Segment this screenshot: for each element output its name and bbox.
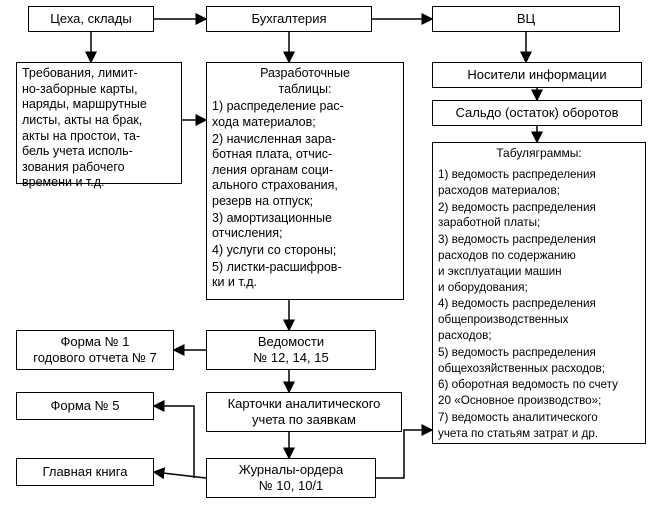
list-item: 2) начисленная зара- ботная плата, отчис… xyxy=(212,132,398,210)
text: Требования, лимит- но-заборные карты, на… xyxy=(22,66,147,191)
list-item: 6) оборотная ведомость по счету 20 «Осно… xyxy=(438,377,640,409)
list-item: 4) ведомость распределения общепроизводс… xyxy=(438,296,640,343)
label: Носители информации xyxy=(467,67,606,83)
list-item: 1) ведомость распределения расходов мате… xyxy=(438,167,640,199)
list-item: 1) распределение рас- хода материалов; xyxy=(212,99,398,130)
node-tabulagrams: Табуляграммы: 1) ведомость распределения… xyxy=(432,142,646,444)
list-item: 5) листки-расшифров- ки и т.д. xyxy=(212,260,398,291)
text: Журналы-ордера № 10, 10/1 xyxy=(239,462,344,495)
text: Ведомости № 12, 14, 15 xyxy=(253,334,328,367)
text: Форма № 1 годового отчета № 7 xyxy=(33,334,156,367)
node-registers: Ведомости № 12, 14, 15 xyxy=(206,330,376,370)
label: Сальдо (остаток) оборотов xyxy=(455,105,618,121)
list-item: 2) ведомость распределения заработной пл… xyxy=(438,200,640,232)
items-list: 1) ведомость распределения расходов мате… xyxy=(438,167,640,442)
text: Карточки аналитического учета по заявкам xyxy=(228,396,381,429)
label: Форма № 5 xyxy=(51,398,120,414)
list-item: 3) ведомость распределения расходов по с… xyxy=(438,232,640,295)
node-information-carriers: Носители информации xyxy=(432,62,642,88)
heading: Табуляграммы: xyxy=(438,146,640,161)
label: Бухгалтерия xyxy=(251,11,326,27)
list-item: 5) ведомость распределения общехозяйстве… xyxy=(438,345,640,377)
node-general-ledger: Главная книга xyxy=(16,458,154,486)
node-balance-turnover: Сальдо (остаток) оборотов xyxy=(432,100,642,126)
node-journals-orders: Журналы-ордера № 10, 10/1 xyxy=(206,458,376,498)
node-analytical-cards: Карточки аналитического учета по заявкам xyxy=(206,392,402,432)
flowchart-canvas: Цеха, склады Бухгалтерия ВЦ Требования, … xyxy=(0,0,659,528)
node-calculation-tables: Разработочные таблицы: 1) распределение … xyxy=(206,62,404,300)
label: Цеха, склады xyxy=(50,11,131,27)
list-item: 3) амортизационные отчисления; xyxy=(212,211,398,242)
label: ВЦ xyxy=(517,11,535,27)
node-workshops: Цеха, склады xyxy=(28,6,154,32)
list-item: 4) услуги со стороны; xyxy=(212,243,398,259)
node-accounting: Бухгалтерия xyxy=(206,6,372,32)
list-item: 7) ведомость аналитического учета по ста… xyxy=(438,410,640,442)
heading: Разработочные таблицы: xyxy=(212,66,398,97)
node-form-5: Форма № 5 xyxy=(16,392,154,420)
node-source-documents: Требования, лимит- но-заборные карты, на… xyxy=(16,62,182,184)
label: Главная книга xyxy=(43,464,128,480)
items-list: 1) распределение рас- хода материалов;2)… xyxy=(212,99,398,291)
node-form-1: Форма № 1 годового отчета № 7 xyxy=(16,330,174,370)
node-computing-center: ВЦ xyxy=(432,6,620,32)
